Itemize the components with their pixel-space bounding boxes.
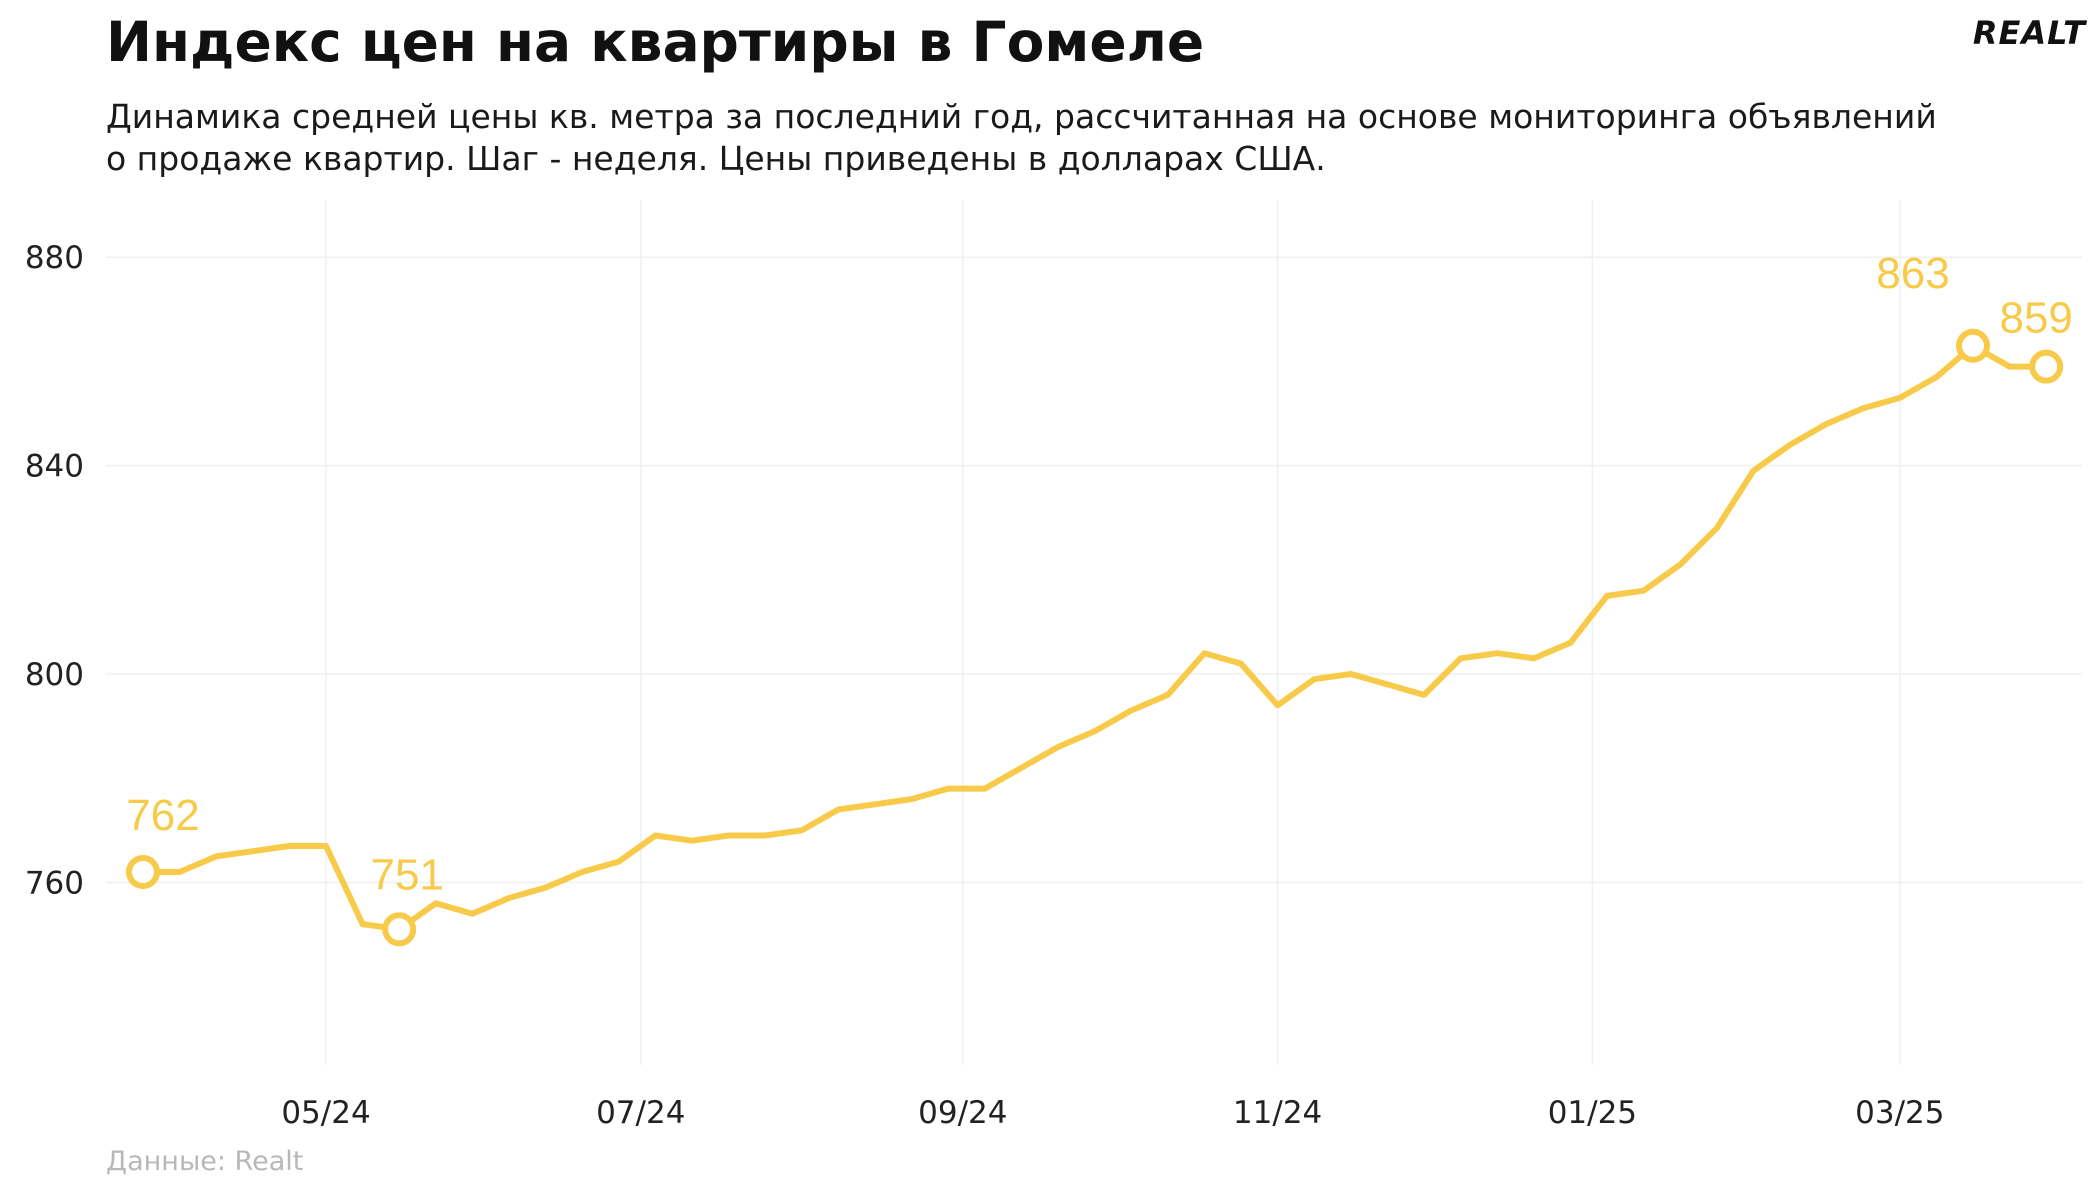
chart-subtitle: Динамика средней цены кв. метра за после… xyxy=(106,97,1937,178)
y-tick-label: 840 xyxy=(25,449,84,485)
annotation-marker xyxy=(126,855,160,889)
x-tick-label: 09/24 xyxy=(918,1095,1007,1131)
y-tick-label: 880 xyxy=(25,240,84,276)
annotation-label: 751 xyxy=(370,850,443,899)
x-tick-label: 07/24 xyxy=(596,1095,685,1131)
annotation-label: 762 xyxy=(126,791,199,840)
series-line xyxy=(140,342,2050,933)
annotation-marker xyxy=(1956,328,1990,363)
annotation-marker xyxy=(382,912,417,947)
realt-logo: REALT xyxy=(1972,14,2086,52)
annotation-marker xyxy=(2029,349,2064,384)
annotation-label: 863 xyxy=(1876,249,1949,298)
y-tick-label: 800 xyxy=(25,657,84,693)
y-tick-label: 760 xyxy=(25,865,84,901)
x-tick-label: 01/25 xyxy=(1548,1095,1637,1131)
data-source: Данные: Realt xyxy=(106,1146,304,1177)
x-tick-label: 05/24 xyxy=(281,1095,370,1131)
x-tick-label: 11/24 xyxy=(1233,1095,1322,1131)
series-group xyxy=(140,342,2050,933)
chart-title: Индекс цен на квартиры в Гомеле xyxy=(106,10,1205,74)
x-axis-ticks: 05/24 07/24 09/24 11/24 01/25 03/25 xyxy=(281,1095,1944,1131)
annotations-group: 762 751 863 859 xyxy=(126,249,2073,947)
x-tick-label: 03/25 xyxy=(1855,1095,1944,1131)
grid-lines xyxy=(106,200,2082,1065)
annotation-label: 859 xyxy=(1999,294,2072,343)
y-axis-ticks: 760 800 840 880 xyxy=(25,240,84,901)
